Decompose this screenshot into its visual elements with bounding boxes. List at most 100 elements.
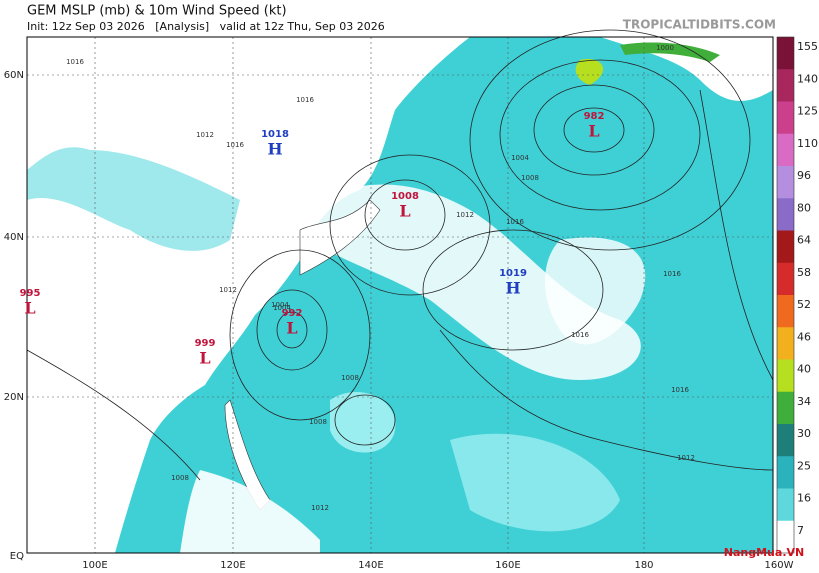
map-area: [26, 29, 774, 554]
colorbar-band: [777, 262, 794, 296]
isobar-label: 1016: [66, 58, 84, 66]
graticule: [27, 37, 773, 553]
colorbar-label: 58: [797, 266, 811, 279]
center-symbol: H: [267, 140, 282, 159]
map-frame: [26, 36, 774, 554]
colorbar-label: 110: [797, 137, 818, 150]
center-symbol: L: [24, 299, 35, 318]
isobar-label: 1004: [271, 301, 289, 309]
calm-zone: [330, 391, 396, 453]
center-pressure: 992: [282, 308, 303, 319]
strong-wind: [620, 42, 720, 62]
wind-over-land: [27, 147, 240, 251]
calm-zone: [545, 237, 646, 345]
isobar: [533, 84, 655, 176]
center-pressure: 995: [20, 288, 41, 299]
isobar-label: 1012: [456, 211, 474, 219]
colorbar-label: 7: [797, 524, 804, 537]
lat-label: 60N: [4, 70, 24, 81]
colorbar-label: 140: [797, 72, 818, 85]
calm-zone: [450, 433, 620, 532]
isobar-label: 1012: [311, 504, 329, 512]
isobar-label: 1016: [671, 386, 689, 394]
isobar-label: 1008: [341, 374, 359, 382]
lat-label: 20N: [4, 392, 24, 403]
colorbar-band: [777, 230, 794, 264]
source: TROPICALTIDBITS.COM: [623, 18, 776, 32]
colorbar-band: [777, 133, 794, 167]
colorbar-band: [777, 488, 794, 522]
alaska-land: [600, 37, 773, 101]
title: GEM MSLP (mb) & 10m Wind Speed (kt): [27, 4, 287, 19]
center-pressure: 982: [584, 111, 605, 122]
isobar-label: 1000: [656, 44, 674, 52]
map-labels: 60N 40N 20N EQ 100E 120E 140E 160E 180 160W 1016 10…: [4, 36, 818, 571]
colorbar-label: 25: [797, 459, 811, 472]
colorbar-band: [777, 166, 794, 199]
isobar: [439, 329, 774, 471]
isobar: [699, 89, 774, 381]
colorbar-band: [777, 198, 794, 231]
isobar: [229, 249, 371, 421]
colorbar-frame: [776, 36, 795, 554]
colorbar-band: [777, 101, 794, 135]
colorbar-band: [777, 424, 794, 457]
center-pressure: 1018: [261, 129, 289, 140]
colorbar-band: [777, 327, 794, 360]
isobar: [469, 29, 751, 251]
colorbar-label: 125: [797, 105, 818, 118]
center-symbol: H: [505, 279, 520, 298]
colorbar-band: [777, 295, 794, 328]
center-pressure: 1008: [391, 191, 419, 202]
isobar-label: 1016: [296, 96, 314, 104]
isobar-label: 1016: [663, 270, 681, 278]
strong-wind: [575, 59, 604, 85]
lon-label: 100E: [82, 560, 107, 571]
center-symbol: L: [588, 122, 599, 141]
colorbar-band: [777, 391, 794, 425]
lat-label: EQ: [10, 551, 24, 562]
colorbar-label: 96: [797, 169, 811, 182]
colorbar-label: 16: [797, 492, 811, 505]
japan: [299, 199, 381, 276]
isobar-label: 1004: [511, 154, 529, 162]
colorbar-label: 40: [797, 363, 811, 376]
lon-label: 120E: [220, 560, 245, 571]
isobar: [334, 394, 396, 446]
center-symbol: L: [199, 349, 210, 368]
isobar-label: 1012: [677, 454, 695, 462]
lon-label: 160W: [765, 560, 794, 571]
isobar: [276, 311, 308, 349]
colorbar-label: 52: [797, 298, 811, 311]
isobar: [26, 349, 201, 481]
isobar-label: 1008: [171, 474, 189, 482]
lat-label: 40N: [4, 232, 24, 243]
colorbar-band: [777, 37, 794, 70]
colorbar-label: 30: [797, 427, 811, 440]
isobar-label: 1008: [309, 418, 327, 426]
isobar-label: 1016: [226, 141, 244, 149]
calm-zone: [280, 184, 641, 380]
isobar-label: 1012: [219, 286, 237, 294]
isobar: [563, 107, 625, 153]
lon-label: 160E: [495, 560, 520, 571]
subtitle: Init: 12z Sep 03 2026 [Analysis] valid a…: [27, 20, 385, 33]
isobar: [499, 59, 701, 211]
watermark: NangMua.VN: [724, 546, 804, 559]
colorbar-label: 46: [797, 330, 811, 343]
colorbar-band: [777, 69, 794, 102]
isobar-label: 1016: [571, 331, 589, 339]
isobar-label: 1004: [273, 304, 291, 312]
maritime-land: [180, 470, 320, 553]
isobar: [256, 289, 328, 371]
lon-label: 180: [634, 560, 653, 571]
isobar: [329, 154, 491, 296]
isobar-label: 1008: [521, 174, 539, 182]
lon-label: 140E: [358, 560, 383, 571]
isobar: [422, 229, 604, 351]
colorbar-band: [777, 520, 794, 554]
colorbar-band: [777, 456, 794, 489]
isobar-label: 1016: [506, 218, 524, 226]
colorbar-band: [777, 359, 794, 393]
